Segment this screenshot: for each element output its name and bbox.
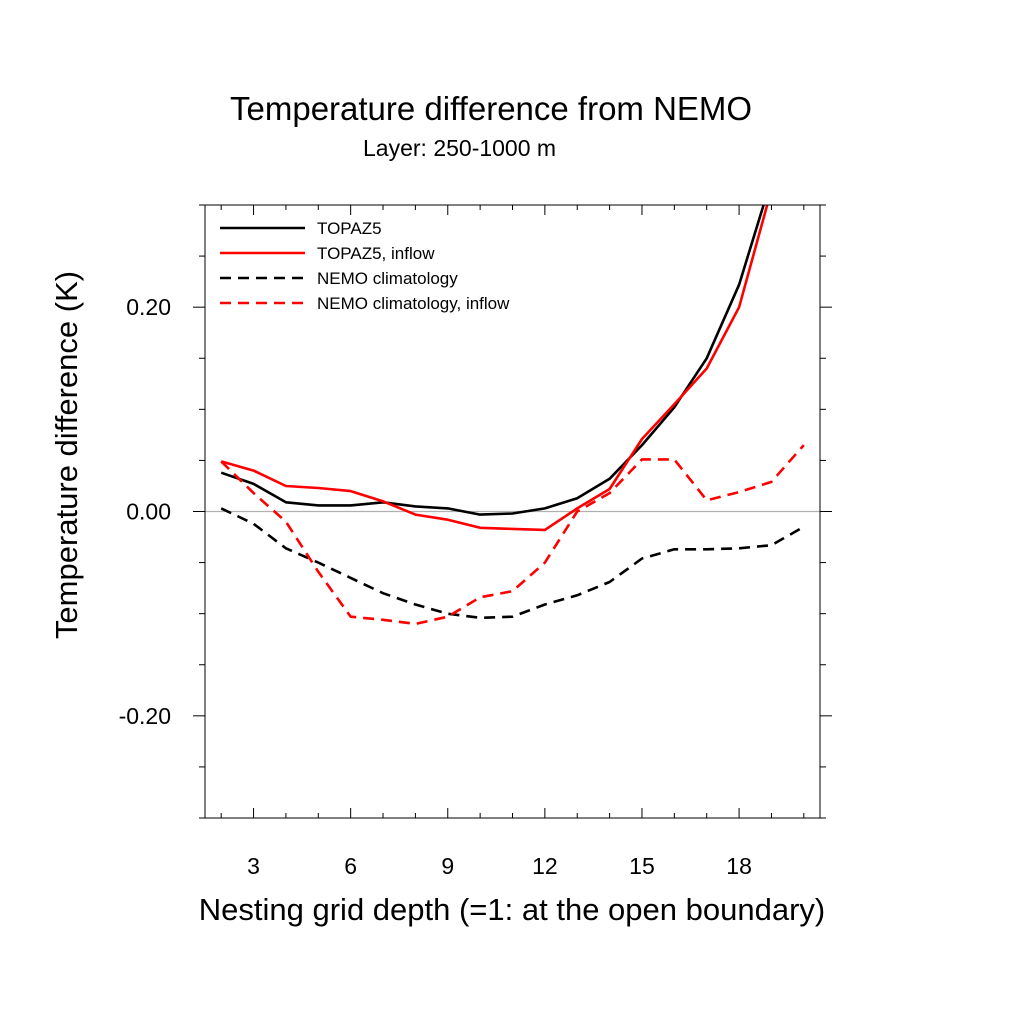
x-tick-label: 9 [441,853,454,879]
x-tick-label: 12 [532,853,558,879]
x-axis-label: Nesting grid depth (=1: at the open boun… [198,892,826,927]
legend-label: TOPAZ5 [317,219,382,238]
series-line-topaz5 [220,205,765,516]
y-tick-label: 0.20 [126,294,171,320]
chart-title: Temperature difference from NEMO [230,90,753,127]
legend: TOPAZ5 TOPAZ5, inflow NEMO climatology NEMO… [220,219,510,313]
series-line-nemo-climatology-inflow [220,444,805,626]
plot-frame [204,204,821,819]
x-tick-label: 3 [247,853,260,879]
chart-subtitle: Layer: 250-1000 m [363,135,557,161]
legend-label: NEMO climatology, inflow [317,294,510,313]
ticks-layer: 3 6 9 12 15 18 -0.20 0.00 0.20 [119,204,832,879]
legend-label: TOPAZ5, inflow [317,244,435,263]
x-tick-label: 15 [629,853,655,879]
series-layer [220,205,805,626]
series-line-topaz5-inflow [220,205,769,532]
series-line-nemo-climatology [220,507,805,620]
legend-label: NEMO climatology [317,269,458,288]
y-tick-label: -0.20 [119,703,171,729]
x-tick-label: 18 [726,853,752,879]
y-tick-label: 0.00 [126,499,171,525]
x-tick-label: 6 [344,853,357,879]
